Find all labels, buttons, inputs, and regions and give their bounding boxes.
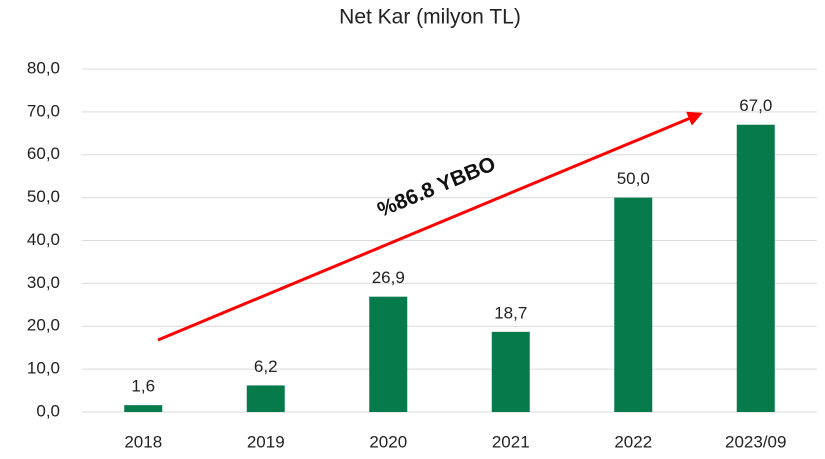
y-tick-label: 50,0 xyxy=(27,187,60,206)
y-tick-label: 20,0 xyxy=(27,316,60,335)
y-tick-label: 60,0 xyxy=(27,144,60,163)
value-label: 18,7 xyxy=(494,303,527,322)
x-tick-label: 2019 xyxy=(247,432,285,451)
x-tick-label: 2021 xyxy=(492,432,530,451)
y-tick-label: 10,0 xyxy=(27,359,60,378)
x-tick-label: 2020 xyxy=(369,432,407,451)
annotation: %86.8 YBBO xyxy=(374,152,499,222)
bar xyxy=(246,385,285,412)
bar xyxy=(124,405,163,412)
value-label: 1,6 xyxy=(131,377,155,396)
y-tick-label: 70,0 xyxy=(27,101,60,120)
y-tick-label: 0,0 xyxy=(36,401,60,420)
value-label: 26,9 xyxy=(372,268,405,287)
y-tick-label: 30,0 xyxy=(27,273,60,292)
y-tick-label: 80,0 xyxy=(27,58,60,77)
trend-arrow xyxy=(157,111,703,342)
x-tick-label: 2023/09 xyxy=(725,432,786,451)
bar xyxy=(736,124,775,413)
value-label: 50,0 xyxy=(617,169,650,188)
chart-title: Net Kar (milyon TL) xyxy=(339,6,521,29)
y-tick-label: 40,0 xyxy=(27,230,60,249)
bar xyxy=(369,296,408,412)
value-label: 67,0 xyxy=(739,96,772,115)
value-label: 6,2 xyxy=(254,357,278,376)
bar xyxy=(491,331,530,412)
x-tick-label: 2022 xyxy=(614,432,652,451)
bar xyxy=(614,197,653,412)
x-tick-label: 2018 xyxy=(124,432,162,451)
